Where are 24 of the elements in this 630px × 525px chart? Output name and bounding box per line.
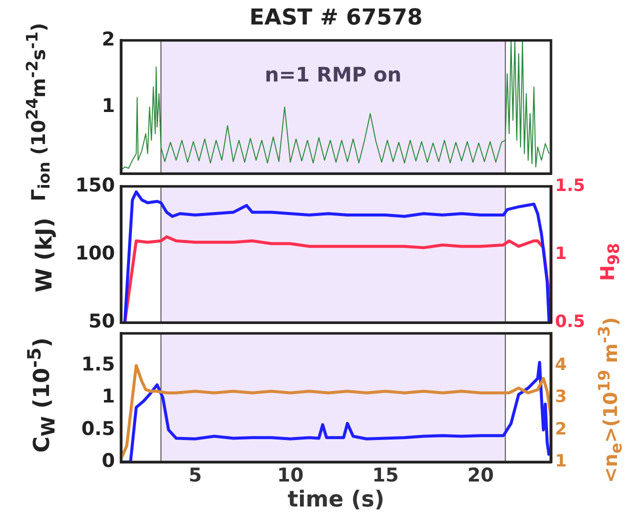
y2-tick-label: 1.5 bbox=[555, 176, 586, 196]
y-tick-label: 50 bbox=[88, 310, 115, 333]
y-tick-label: 0 bbox=[102, 450, 115, 472]
y2-tick-label: 1 bbox=[555, 451, 567, 472]
y-tick-label: 1.5 bbox=[81, 353, 115, 376]
y2-tick-label: 4 bbox=[555, 354, 567, 375]
y2-tick-label: 1 bbox=[555, 244, 567, 264]
band-label: n=1 RMP on bbox=[264, 62, 402, 87]
y-tick-label: 0.5 bbox=[81, 418, 115, 440]
y-tick-label: 1 bbox=[102, 386, 115, 408]
x-axis-title: time (s) bbox=[288, 488, 384, 512]
y-axis-title: W (kJ) bbox=[32, 218, 58, 292]
y-tick-label: 2 bbox=[102, 28, 115, 50]
y-tick-label: 150 bbox=[75, 174, 115, 196]
x-tick-label: 10 bbox=[277, 464, 304, 486]
y2-tick-label: 2 bbox=[555, 419, 567, 440]
chart-title: EAST # 67578 bbox=[249, 6, 423, 30]
x-tick-label: 20 bbox=[467, 464, 494, 486]
x-tick-label: 5 bbox=[188, 464, 202, 486]
y2-tick-label: 0.5 bbox=[555, 312, 586, 332]
y-tick-label: 1 bbox=[102, 94, 115, 117]
y2-tick-label: 3 bbox=[555, 387, 567, 408]
x-tick-label: 15 bbox=[372, 464, 399, 486]
y-tick-label: 100 bbox=[75, 242, 115, 264]
